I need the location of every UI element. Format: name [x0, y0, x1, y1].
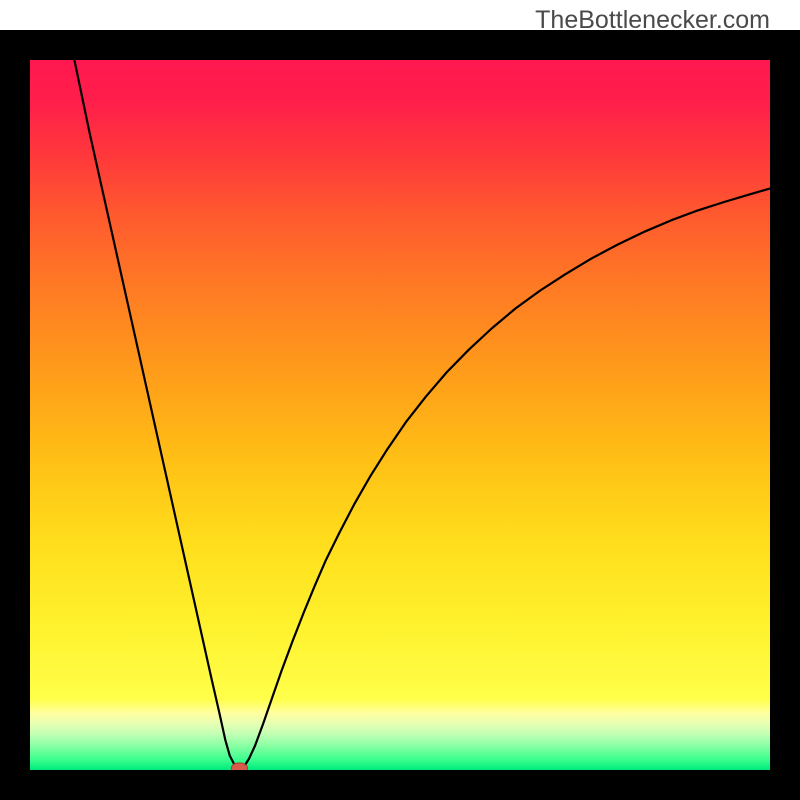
watermark-text: TheBottlenecker.com [535, 6, 770, 35]
optimal-point-marker [231, 763, 247, 770]
chart-root: { "canvas": { "width": 800, "height": 80… [0, 0, 800, 800]
plot-area [30, 60, 770, 770]
plot-background [30, 60, 770, 770]
plot-svg [30, 60, 770, 770]
